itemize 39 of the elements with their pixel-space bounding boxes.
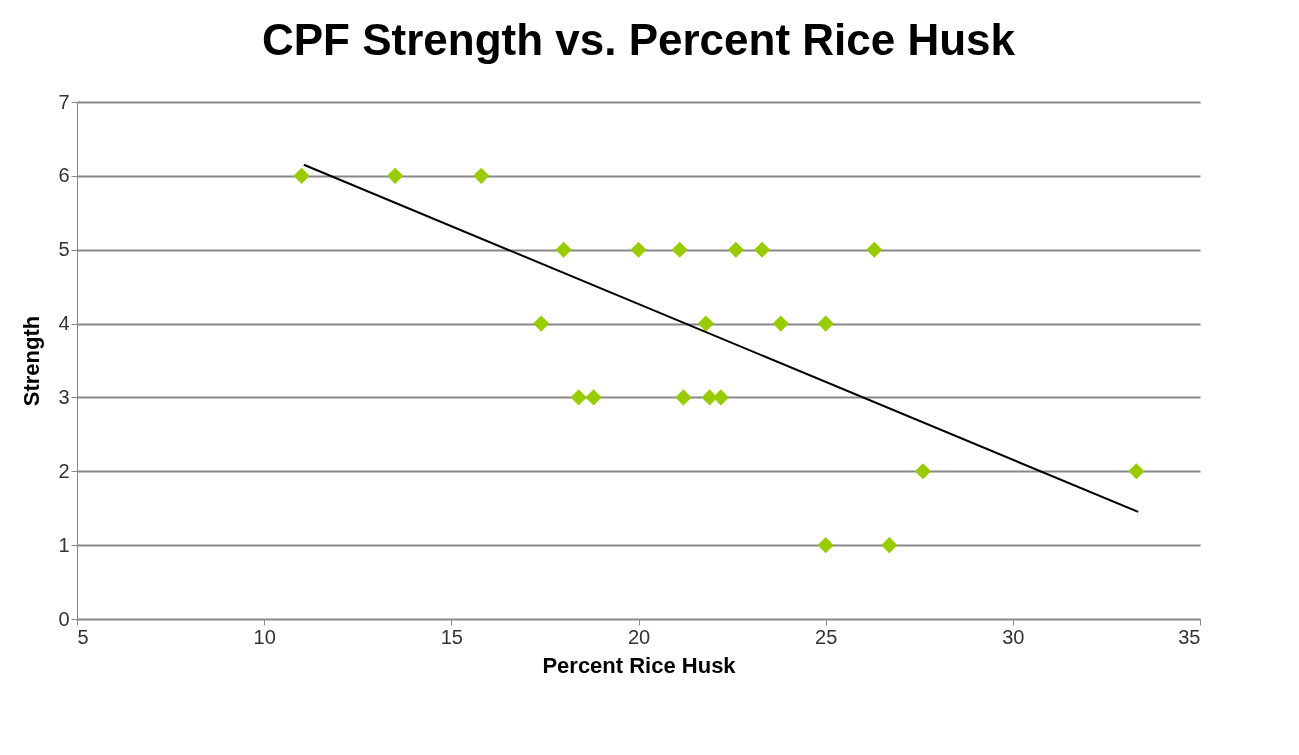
y-tick-label: 6 [58,164,70,187]
point [701,389,718,406]
point [817,537,834,554]
point [473,167,490,184]
y-tick-label: 5 [58,238,70,261]
point [753,241,771,258]
point [817,315,834,332]
point [585,389,602,406]
point [866,241,883,258]
x-tick-label: 20 [627,625,651,648]
point [533,315,550,332]
y-tick-label: 0 [58,607,70,630]
y-tick-label: 1 [58,533,70,556]
point [1128,463,1145,480]
y-tick-label: 7 [58,90,70,113]
x-tick-label: 30 [1002,625,1025,648]
point [914,463,932,480]
point [293,167,310,184]
chart-title: CPF Strength vs. Percent Rice Husk [261,15,1016,64]
point [555,241,572,258]
x-tick-label: 5 [77,625,89,648]
point [630,241,647,258]
y-tick-label: 2 [58,459,70,482]
point [570,389,587,406]
x-tick-label: 25 [815,625,838,648]
y-tick-label: 4 [58,312,70,335]
point [671,241,688,258]
point [727,241,744,258]
x-tick-label: 10 [253,625,276,648]
x-tick-label: 35 [1178,625,1201,648]
x-tick-label: 15 [440,625,463,648]
point [881,537,898,554]
point [675,389,692,406]
y-axis-title: Strength [19,315,45,407]
x-axis-title: Percent Rice Husk [542,652,737,678]
point [697,315,714,332]
y-tick-label: 3 [58,385,70,408]
point [772,315,789,332]
point [387,167,404,184]
